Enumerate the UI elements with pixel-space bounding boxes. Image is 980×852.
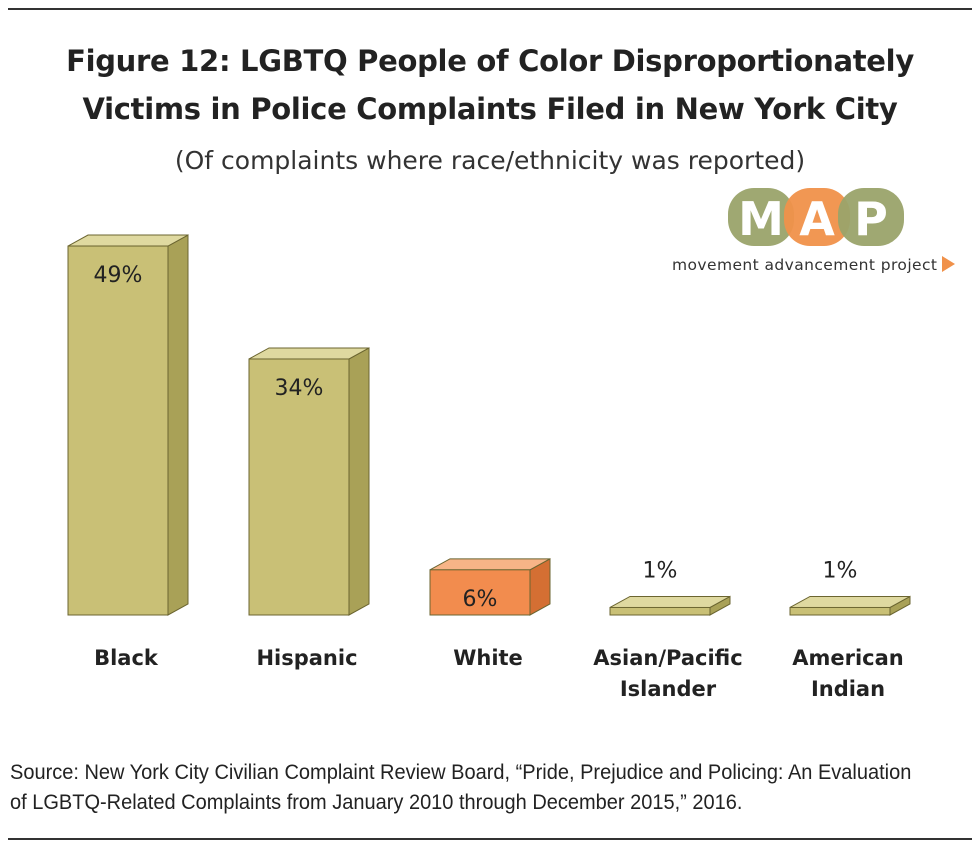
- logo-circle: [784, 188, 850, 246]
- bar-asian-pacific-islander: 1% Asian/Pacific Islander: [593, 558, 742, 701]
- source-line2: of LGBTQ-Related Complaints from January…: [10, 790, 743, 814]
- chart-subtitle: (Of complaints where race/ethnicity was …: [174, 146, 806, 175]
- bar-side: [348, 347, 370, 616]
- bar-white: 6% White: [429, 557, 551, 670]
- bar-top: [248, 347, 370, 360]
- logo-letter: M: [738, 192, 784, 246]
- category-label: Black: [94, 646, 159, 670]
- bar-side: [167, 234, 189, 616]
- logo-letter: A: [799, 192, 835, 246]
- category-label: White: [453, 646, 523, 670]
- bar-front: [248, 358, 350, 616]
- category-label: Asian/Pacific: [593, 646, 742, 670]
- bottom-rule: [8, 838, 972, 840]
- bar-value-label: 1%: [643, 558, 678, 583]
- bar-front: [789, 606, 891, 616]
- category-label: American: [792, 646, 904, 670]
- bar-front: [609, 606, 711, 616]
- bar-value-label: 34%: [275, 376, 324, 401]
- chart-title-line1: Figure 12: LGBTQ People of Color Disprop…: [66, 44, 914, 78]
- top-rule: [8, 8, 972, 10]
- logo-tagline: movement advancement project: [672, 256, 937, 274]
- bar-hispanic: 34% Hispanic: [248, 347, 370, 670]
- bar-top: [67, 234, 189, 247]
- play-arrow-icon: [942, 256, 955, 272]
- bar-value-label: 49%: [94, 263, 143, 288]
- bar-american-indian: 1% American Indian: [789, 558, 911, 701]
- logo-letter: P: [854, 192, 888, 246]
- category-label: Hispanic: [256, 646, 357, 670]
- bar-top: [429, 558, 551, 571]
- category-label: Indian: [811, 677, 885, 701]
- source-line1: Source: New York City Civilian Complaint…: [10, 760, 912, 784]
- logo-circle: [728, 188, 794, 246]
- bar-top: [609, 595, 731, 608]
- bar-value-label: 6%: [463, 587, 498, 612]
- bar-top: [789, 595, 911, 608]
- chart-title-line2: Victims in Police Complaints Filed in Ne…: [82, 92, 898, 126]
- logo-circle: [838, 188, 904, 246]
- bar-value-label: 1%: [823, 558, 858, 583]
- category-label: Islander: [620, 677, 717, 701]
- bar-front: [429, 569, 531, 616]
- source-note: Source: New York City Civilian Complaint…: [10, 757, 911, 817]
- bar-front: [67, 245, 169, 616]
- bar-black: 49% Black: [67, 234, 189, 670]
